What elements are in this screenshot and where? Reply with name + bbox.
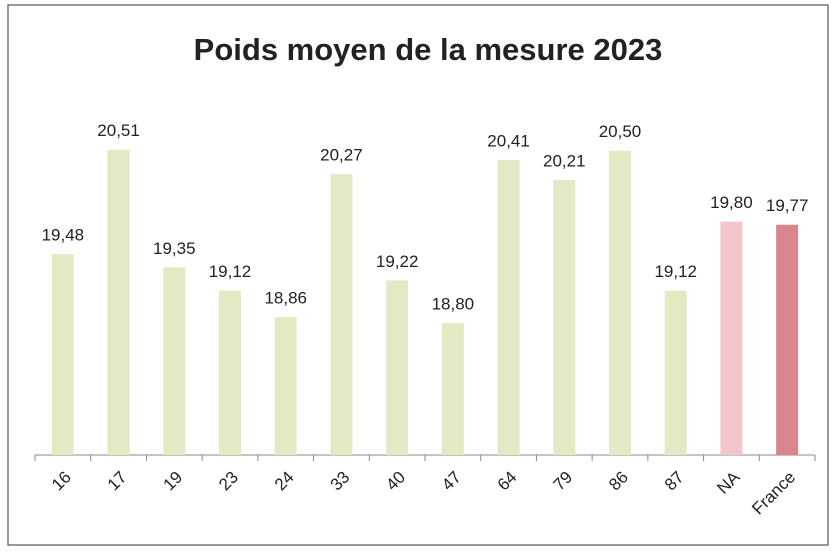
- bar: [720, 221, 743, 455]
- data-label: 19,35: [153, 239, 196, 258]
- bar: [664, 290, 687, 455]
- bar: [163, 267, 186, 455]
- data-label: 19,77: [766, 196, 809, 215]
- data-label: 20,41: [487, 131, 530, 150]
- data-label: 18,86: [264, 289, 307, 308]
- bar: [497, 159, 520, 456]
- bar: [107, 149, 130, 455]
- data-label: 19,48: [42, 226, 85, 245]
- bar: [274, 317, 297, 455]
- data-label: 20,27: [320, 146, 363, 165]
- bar: [386, 280, 409, 455]
- bar: [330, 174, 353, 456]
- bar: [776, 224, 799, 455]
- bar: [51, 254, 74, 455]
- data-label: 18,80: [432, 295, 475, 314]
- data-label: 20,50: [599, 122, 642, 141]
- data-label: 19,80: [710, 193, 753, 212]
- bar: [553, 180, 576, 455]
- chart-title: Poids moyen de la mesure 2023: [194, 32, 663, 67]
- data-label: 19,12: [654, 262, 697, 281]
- bar: [441, 323, 464, 455]
- bar: [609, 150, 631, 455]
- data-label: 20,21: [543, 152, 586, 171]
- chart-border: [7, 4, 829, 546]
- data-label: 19,12: [209, 262, 252, 281]
- data-label: 20,51: [97, 121, 140, 140]
- data-label: 19,22: [376, 252, 419, 271]
- bar: [219, 290, 241, 455]
